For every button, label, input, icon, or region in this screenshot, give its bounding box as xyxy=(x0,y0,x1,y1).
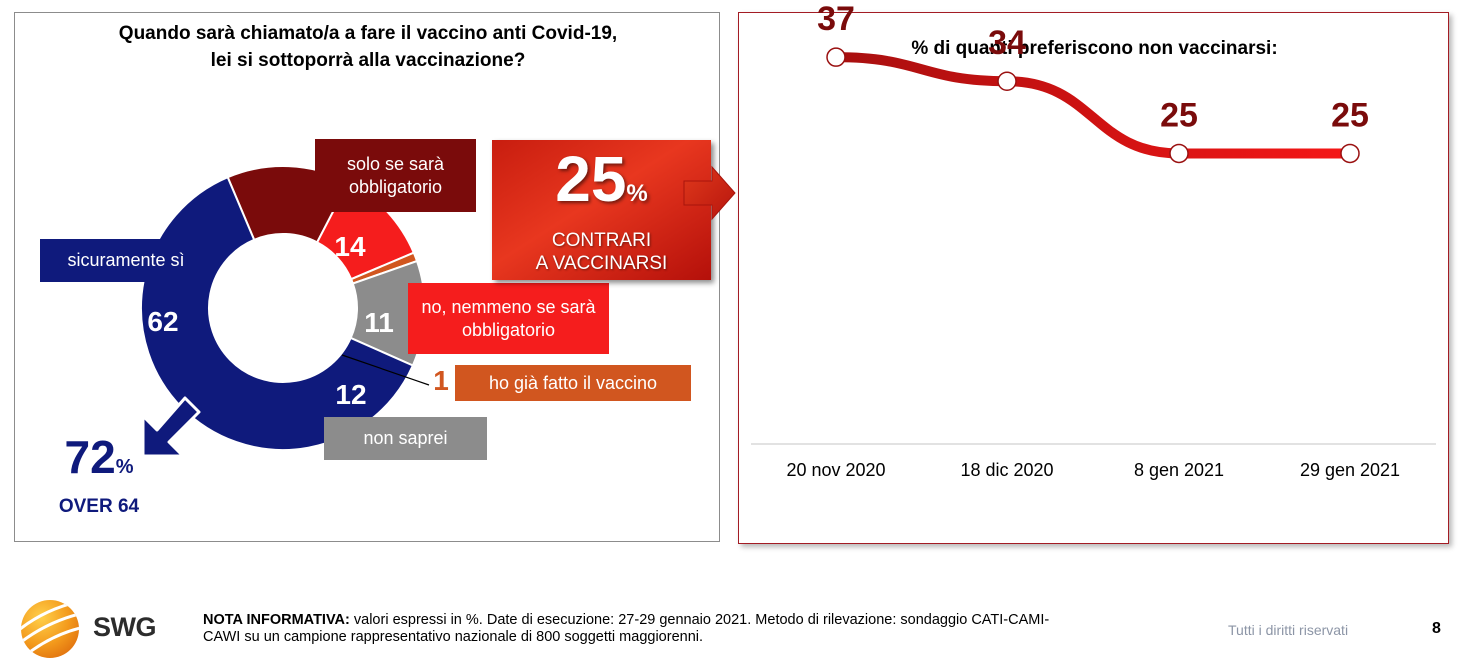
over64-callout: 72% OVER 64 xyxy=(49,431,149,519)
contrari-line1: CONTRARI xyxy=(551,230,652,251)
value-sicuramente-si: 62 xyxy=(147,306,179,337)
data-point xyxy=(826,47,846,67)
over64-unit: % xyxy=(115,456,134,478)
data-label: 25 xyxy=(1331,96,1369,134)
right-arrow-icon xyxy=(683,165,736,221)
label-non-saprei-text: non saprei xyxy=(363,428,448,448)
label-no-nemmeno: no, nemmeno se sarà obbligatorio xyxy=(408,283,609,354)
donut-chart-panel: Quando sarà chiamato/a a fare il vaccino… xyxy=(14,12,720,542)
value-gia-fatto: 1 xyxy=(433,365,449,396)
footer-note-line2: CAWI su un campione rappresentativo nazi… xyxy=(203,629,704,645)
footer-note-line1: valori espressi in %. Date di esecuzione… xyxy=(349,612,1050,628)
x-tick-label: 8 gen 2021 xyxy=(1134,460,1224,480)
value-non-saprei: 12 xyxy=(335,379,367,410)
data-label: 37 xyxy=(817,0,855,38)
value-solo-obbligatorio: 14 xyxy=(334,231,366,262)
over64-arrow xyxy=(141,396,201,458)
series-line xyxy=(831,52,1355,159)
footer-note-bold: NOTA INFORMATIVA: xyxy=(203,612,350,628)
label-non-saprei: non saprei xyxy=(324,417,487,460)
contrari-total-box: 25% CONTRARI A VACCINARSI xyxy=(492,140,711,280)
over64-label: OVER 64 xyxy=(58,496,140,517)
contrari-unit: % xyxy=(626,180,648,207)
line-chart-title: % di quanti preferiscono non vaccinarsi: xyxy=(911,38,1278,59)
line-chart: 37 20 nov 2020 34 18 dic 2020 25 8 gen 2021 25… xyxy=(751,0,1436,480)
data-point xyxy=(997,71,1017,91)
page-number: 8 xyxy=(1432,620,1441,637)
data-point xyxy=(1340,143,1360,164)
label-no-nemmeno-text: no, nemmeno se sarà obbligatorio xyxy=(421,296,596,340)
donut-title-line1: Quando sarà chiamato/a a fare il vaccino… xyxy=(118,23,618,44)
footer-rights: Tutti i diritti riservati xyxy=(1228,622,1349,638)
data-label: 25 xyxy=(1160,96,1198,134)
swg-logo-icon xyxy=(21,600,79,658)
x-tick-label: 29 gen 2021 xyxy=(1300,460,1400,480)
label-gia-fatto-text: ho già fatto il vaccino xyxy=(488,372,658,393)
leader-line-1 xyxy=(341,354,430,386)
data-label: 34 xyxy=(988,24,1026,62)
label-solo-obbligatorio-text: solo se sarà obbligatorio xyxy=(346,153,445,197)
over64-value: 72 xyxy=(64,431,116,483)
data-point xyxy=(1169,143,1189,164)
label-sicuramente-si-text: sicuramente sì xyxy=(67,250,185,270)
x-tick-label: 20 nov 2020 xyxy=(786,460,885,480)
x-tick-label: 18 dic 2020 xyxy=(960,460,1053,480)
label-solo-obbligatorio: solo se sarà obbligatorio xyxy=(315,139,476,212)
contrari-line2: A VACCINARSI xyxy=(535,253,668,274)
line-chart-panel: % di quanti preferiscono non vaccinarsi:… xyxy=(738,0,1449,544)
contrari-value: 25 xyxy=(555,143,627,215)
swg-logo-text: SWG xyxy=(93,612,157,642)
donut-title-line2: lei si sottoporrà alla vaccinazione? xyxy=(210,50,526,71)
label-sicuramente-si: sicuramente sì xyxy=(40,239,212,282)
donut-chart-title: Quando sarà chiamato/a a fare il vaccino… xyxy=(15,20,721,74)
label-gia-fatto: ho già fatto il vaccino xyxy=(455,365,691,401)
value-no-nemmeno: 11 xyxy=(364,307,394,338)
footer-note: NOTA INFORMATIVA: valori espressi in %. … xyxy=(203,612,1203,646)
